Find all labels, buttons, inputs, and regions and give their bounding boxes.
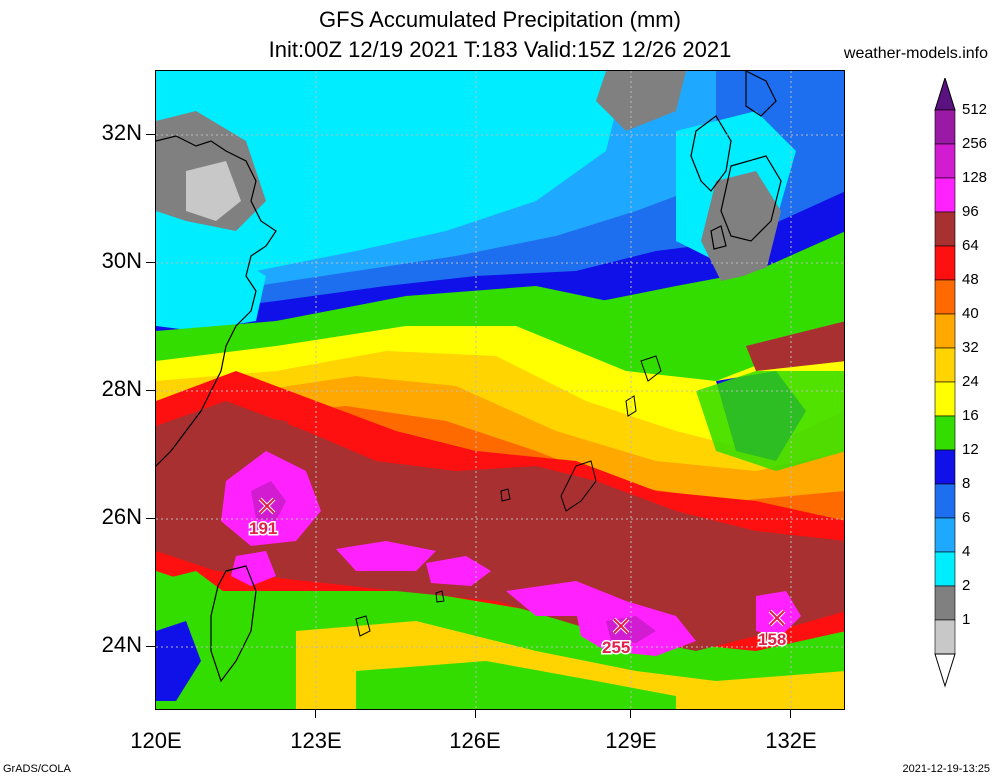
colorbar-label: 512 — [962, 101, 988, 118]
field-gray-east — [701, 171, 781, 281]
lon-tick — [630, 710, 631, 718]
colorbar-label: 2 — [962, 577, 971, 594]
colorbar-cell — [934, 517, 956, 553]
field-magenta-taiwan — [231, 551, 276, 586]
lon-label-126e: 126E — [449, 728, 501, 753]
lat-tick — [146, 518, 155, 519]
coastline-taiwan — [210, 565, 257, 683]
colorbar-label: 8 — [962, 475, 971, 492]
field-brown-main — [156, 401, 844, 651]
lon-tick — [475, 710, 476, 718]
source-label: weather-models.info — [843, 45, 988, 62]
lon-label-120e: 120E — [130, 728, 182, 753]
footer-credit: GrADS/COLA — [3, 763, 71, 775]
colorbar-label: 16 — [962, 407, 979, 424]
max-marker-191: 191 — [248, 497, 279, 540]
colorbar-label: 256 — [962, 135, 988, 152]
colorbar-bottom-arrow — [934, 653, 956, 688]
field-cyan-north — [156, 71, 626, 281]
colorbar-cell — [934, 143, 956, 179]
colorbar-label: 6 — [962, 509, 971, 526]
precipitation-map[interactable]: 191 255 158 — [155, 70, 845, 710]
chart-title: GFS Accumulated Precipitation (mm) — [319, 7, 681, 32]
coastline-china — [156, 135, 277, 467]
lat-label-32n: 32N — [101, 120, 142, 145]
colorbar-cell — [934, 279, 956, 315]
colorbar-cell — [934, 551, 956, 587]
colorbar-cell — [934, 449, 956, 485]
field-blue-sw — [156, 621, 201, 701]
field-magenta-band2 — [426, 556, 491, 586]
field-gray-north — [596, 71, 686, 131]
lat-label-26n: 26N — [101, 504, 142, 529]
colorbar-cell — [934, 211, 956, 247]
lon-tick — [315, 710, 316, 718]
colorbar-cell — [934, 415, 956, 451]
max-marker-255: 255 — [601, 617, 632, 659]
colorbar-cell — [934, 619, 956, 655]
colorbar-cell — [934, 313, 956, 349]
colorbar-cell — [934, 483, 956, 519]
colorbar-label: 48 — [962, 271, 979, 288]
max-marker-191-label: 191 — [249, 519, 277, 538]
field-lightgray-west — [186, 161, 241, 221]
colorbar-label: 128 — [962, 169, 988, 186]
chart-subtitle: Init:00Z 12/19 2021 T:183 Valid:15Z 12/2… — [268, 37, 732, 62]
colorbar-label: 64 — [962, 237, 979, 254]
colorbar-cell — [934, 245, 956, 281]
lat-tick — [146, 646, 155, 647]
lat-label-24n: 24N — [101, 632, 142, 657]
max-marker-255-label: 255 — [602, 638, 630, 657]
colorbar-label: 12 — [962, 441, 979, 458]
lat-label-28n: 28N — [101, 376, 142, 401]
field-magenta-band1 — [336, 541, 436, 571]
field-darkred-east — [746, 321, 844, 371]
lat-label-30n: 30N — [101, 248, 142, 273]
colorbar-cell — [934, 381, 956, 417]
field-magenta-core-158 — [756, 591, 801, 636]
colorbar-label: 4 — [962, 543, 971, 560]
lon-label-132e: 132E — [765, 728, 817, 753]
lat-tick — [146, 390, 155, 391]
field-cyan-west — [156, 246, 266, 331]
lon-label-123e: 123E — [290, 728, 342, 753]
lon-label-129e: 129E — [605, 728, 657, 753]
colorbar — [934, 78, 956, 688]
lat-tick — [146, 262, 155, 263]
lat-tick — [146, 134, 155, 135]
max-marker-158: 158 — [757, 609, 788, 651]
footer-timestamp: 2021-12-19-13:25 — [902, 763, 990, 775]
colorbar-cell — [934, 177, 956, 213]
lon-tick — [790, 710, 791, 718]
colorbar-top-arrow — [934, 78, 956, 111]
max-marker-158-label: 158 — [758, 630, 786, 649]
colorbar-cell — [934, 347, 956, 383]
colorbar-label: 40 — [962, 305, 979, 322]
coastline-kyushu — [690, 71, 782, 250]
colorbar-cell — [934, 585, 956, 621]
colorbar-cell — [934, 109, 956, 145]
field-green-east — [696, 371, 844, 471]
colorbar-label: 1 — [962, 611, 971, 628]
colorbar-label: 32 — [962, 339, 979, 356]
colorbar-label: 24 — [962, 373, 979, 390]
field-green-south — [356, 661, 676, 709]
colorbar-label: 96 — [962, 203, 979, 220]
map-gridlines — [156, 71, 844, 709]
